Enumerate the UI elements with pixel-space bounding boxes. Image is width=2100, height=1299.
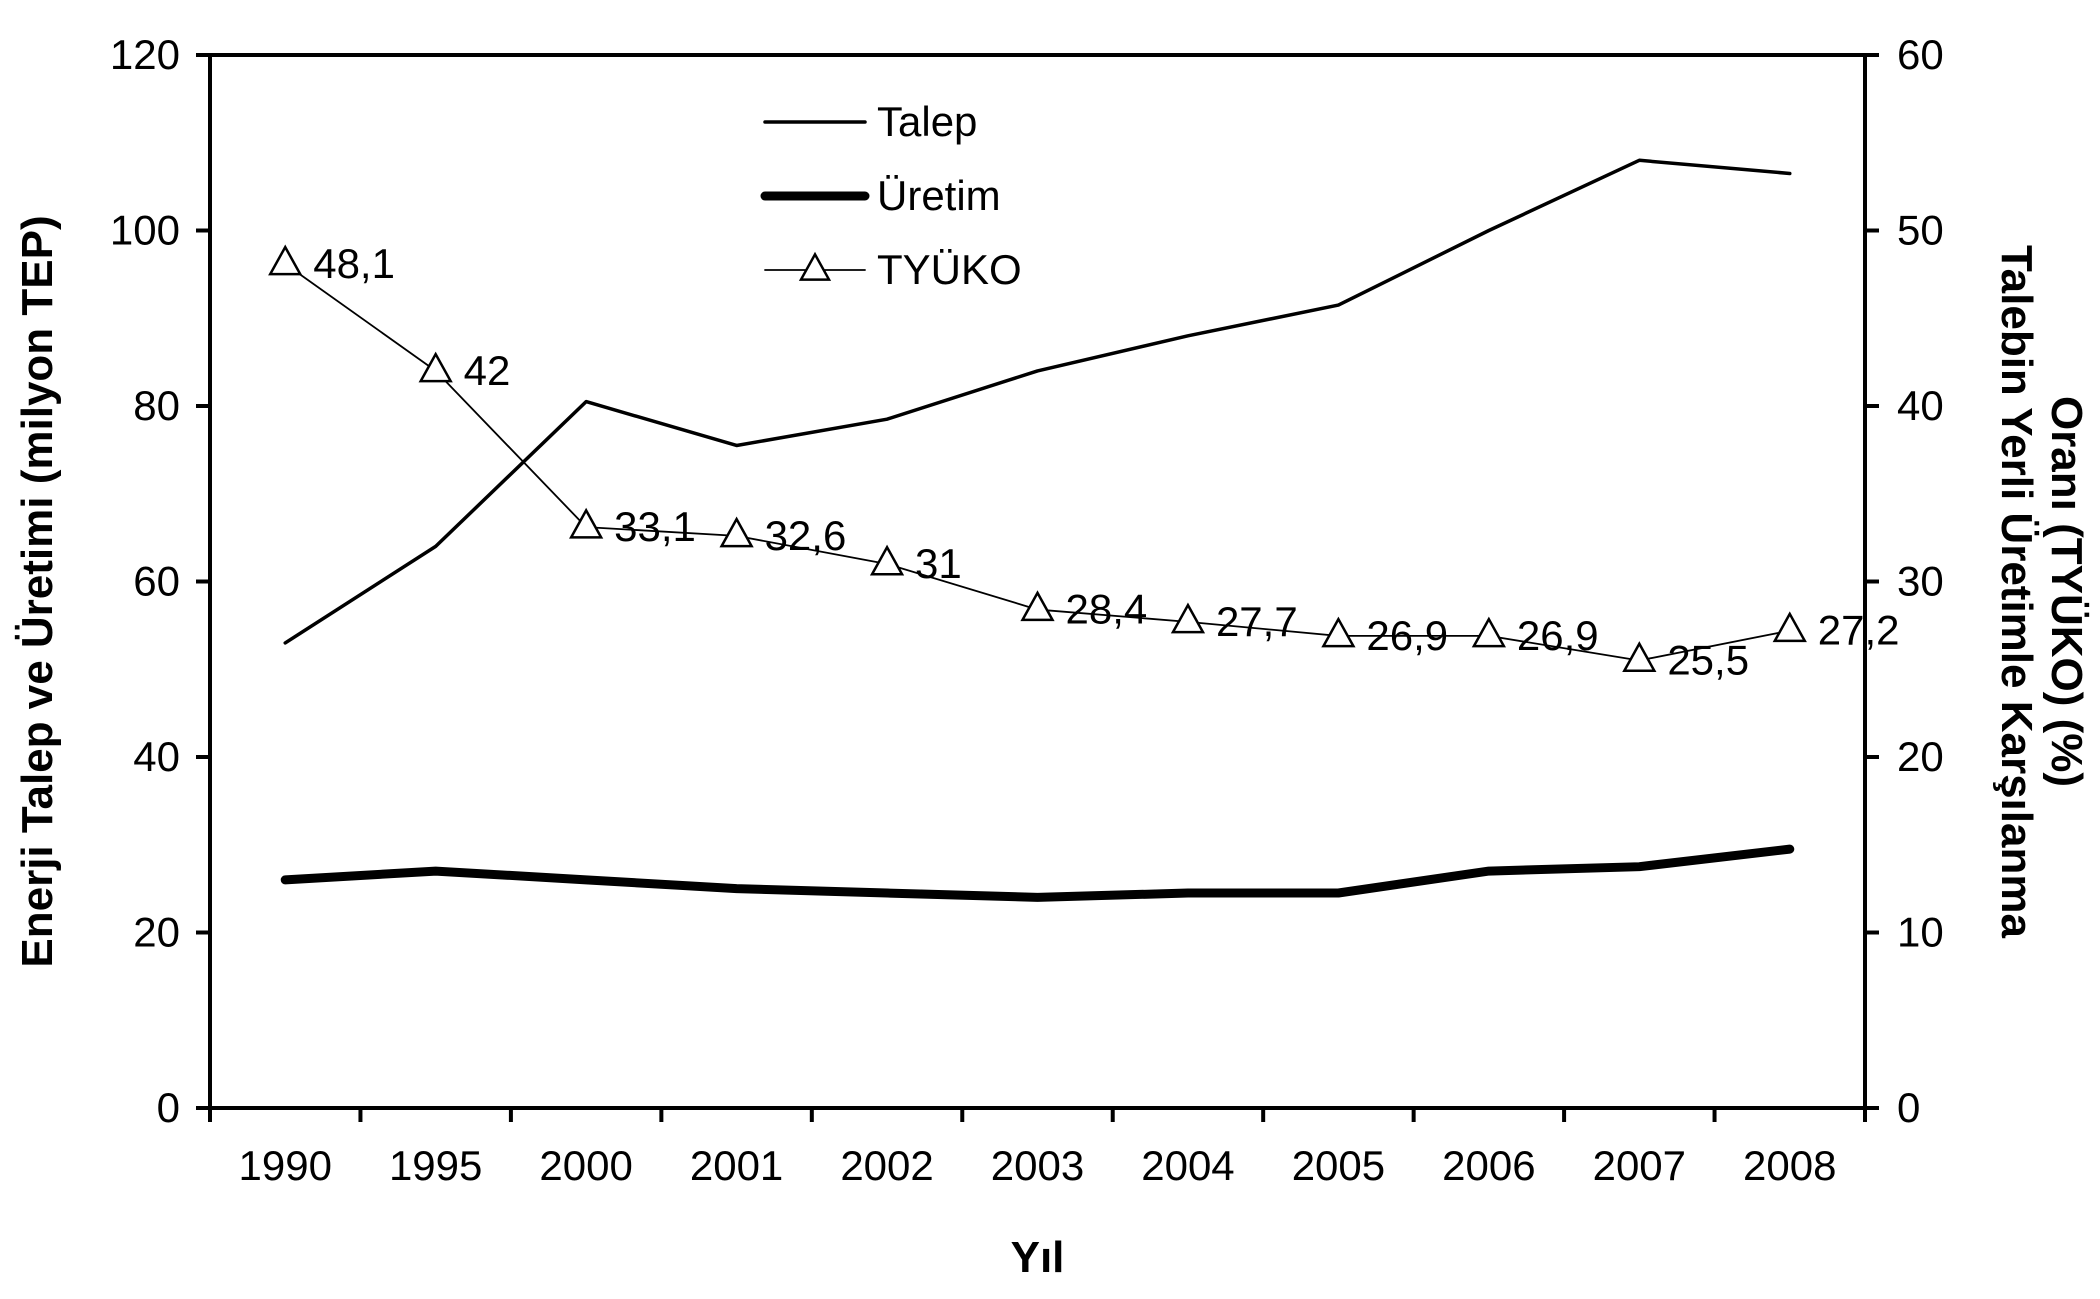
left-y-tick-label: 60 xyxy=(133,558,180,605)
ticks: 0 20 40 60 80 100 120 0 10 20 30 40 50 60 1990 1995 2000… xyxy=(110,31,1944,1189)
tyuko-marker xyxy=(869,544,905,576)
series-layer xyxy=(268,158,1807,902)
tyuko-marker xyxy=(1622,641,1657,672)
x-tick-label: 2005 xyxy=(1292,1142,1385,1189)
left-y-axis-title: Enerji Talep ve Üretimi (milyon TEP) xyxy=(13,215,62,967)
tyuko-data-label: 48,1 xyxy=(313,240,395,287)
tyuko-data-label: 32,6 xyxy=(765,512,847,559)
tyuko-data-label: 28,4 xyxy=(1066,586,1148,633)
tyuko-marker xyxy=(418,351,453,383)
tyuko-marker xyxy=(719,516,754,548)
right-y-tick-label: 10 xyxy=(1897,909,1944,956)
x-tick-label: 1990 xyxy=(239,1142,332,1189)
legend: Talep Üretim TYÜKO xyxy=(760,98,1022,293)
series-line-talep xyxy=(283,158,1792,645)
tyuko-marker xyxy=(1020,590,1055,622)
x-tick-label: 2003 xyxy=(991,1142,1084,1189)
x-tick-label: 2002 xyxy=(840,1142,933,1189)
axes xyxy=(208,53,1867,1110)
tyuko-data-label: 31 xyxy=(915,540,962,587)
right-y-tick-label: 40 xyxy=(1897,382,1944,429)
tyuko-data-label: 26,9 xyxy=(1366,612,1448,659)
right-y-tick-label: 30 xyxy=(1897,558,1944,605)
right-y-tick-label: 60 xyxy=(1897,31,1944,78)
labels-layer: 48,1 42 33,1 32,6 31 28,4 27,7 26,9 26,9 25,5 27,2 xyxy=(313,240,1899,684)
tyuko-data-label: 25,5 xyxy=(1667,636,1749,683)
tyuko-marker xyxy=(268,244,303,276)
left-y-tick-label: 120 xyxy=(110,31,180,78)
legend-label: Üretim xyxy=(877,172,1001,219)
tyuko-marker xyxy=(1170,602,1206,634)
x-tick-label: 2004 xyxy=(1141,1142,1234,1189)
x-tick-label: 2008 xyxy=(1743,1142,1836,1189)
x-tick-label: 2006 xyxy=(1442,1142,1535,1189)
x-axis-title: Yıl xyxy=(1011,1233,1065,1282)
tyuko-marker xyxy=(1471,616,1506,648)
tyuko-marker xyxy=(1772,611,1807,643)
tyuko-data-label: 26,9 xyxy=(1517,612,1599,659)
tyuko-data-label: 42 xyxy=(464,347,511,394)
right-y-axis-title-line-1: Talebin Yerli Üretimle Karşılanma xyxy=(1992,245,2041,938)
left-y-tick-label: 80 xyxy=(133,382,180,429)
series-line--retim xyxy=(280,844,1795,902)
tyuko-marker xyxy=(1321,616,1356,648)
tyuko-data-label: 33,1 xyxy=(614,503,696,550)
left-y-tick-label: 0 xyxy=(157,1084,180,1131)
legend-label: Talep xyxy=(877,98,977,145)
right-y-tick-label: 50 xyxy=(1897,207,1944,254)
right-y-axis-title-line-2: Oranı (TYÜKO) (%) xyxy=(2042,396,2091,787)
x-tick-label: 2007 xyxy=(1593,1142,1686,1189)
x-tick-label: 2001 xyxy=(690,1142,783,1189)
tyuko-marker xyxy=(569,507,604,539)
right-y-tick-label: 20 xyxy=(1897,733,1944,780)
tyuko-data-label: 27,2 xyxy=(1818,607,1900,654)
left-y-tick-label: 100 xyxy=(110,207,180,254)
legend-label: TYÜKO xyxy=(877,246,1022,293)
left-y-tick-label: 20 xyxy=(133,909,180,956)
x-tick-label: 1995 xyxy=(389,1142,482,1189)
left-y-tick-label: 40 xyxy=(133,733,180,780)
right-y-tick-label: 0 xyxy=(1897,1084,1920,1131)
tyuko-data-label: 27,7 xyxy=(1216,598,1298,645)
x-tick-label: 2000 xyxy=(539,1142,632,1189)
legend-marker-tyuko xyxy=(798,251,832,281)
